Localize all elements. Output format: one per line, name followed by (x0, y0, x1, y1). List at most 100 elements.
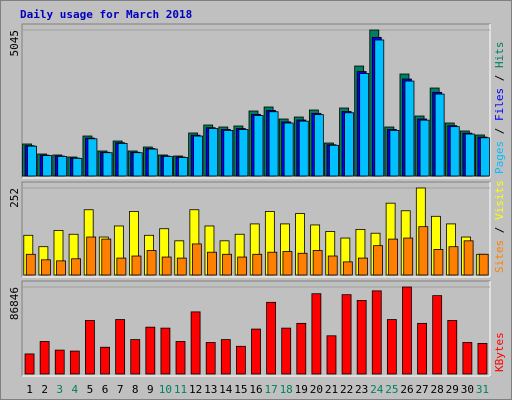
bar (193, 135, 204, 177)
bar (389, 130, 400, 177)
legend-separator: / (493, 68, 506, 88)
legend-separator: / (493, 220, 506, 240)
bar (480, 137, 490, 177)
bar (313, 114, 324, 177)
bar (101, 238, 112, 276)
x-tick-label: 24 (370, 383, 384, 396)
x-tick-label: 7 (117, 383, 124, 396)
bar (373, 245, 383, 276)
legend-entry: Visits (493, 180, 506, 220)
bar (281, 327, 292, 375)
bar (267, 251, 278, 276)
bar (237, 256, 248, 276)
x-tick-label: 27 (415, 383, 428, 396)
bar (25, 253, 36, 276)
bar (40, 259, 51, 276)
bar (39, 341, 50, 375)
bar (102, 152, 113, 177)
bar (386, 319, 397, 375)
bar (358, 257, 368, 276)
bar (462, 342, 473, 375)
x-tick-label: 30 (461, 383, 474, 396)
bar (419, 119, 430, 177)
bar (147, 148, 158, 177)
bar (266, 301, 276, 375)
legend-entry: KBytes (493, 332, 506, 372)
bar (56, 260, 66, 276)
bar (342, 261, 353, 276)
x-tick-label: 10 (159, 383, 172, 396)
x-tick-label: 12 (189, 383, 202, 396)
x-tick-label: 2 (41, 383, 48, 396)
x-tick-label: 22 (340, 383, 353, 396)
x-tick-label: 29 (446, 383, 459, 396)
bar (417, 322, 427, 375)
bar (223, 130, 234, 177)
bar (220, 339, 231, 375)
x-tick-label: 21 (325, 383, 338, 396)
y-tick-label: 86846 (8, 287, 21, 320)
bar (478, 253, 489, 276)
bar (344, 112, 354, 177)
legend-entry: Sites (493, 240, 506, 273)
bar (463, 240, 474, 276)
legend-entry: Hits (493, 42, 506, 69)
x-tick-label: 20 (310, 383, 323, 396)
bar (131, 255, 142, 276)
bar (448, 246, 459, 276)
bar (86, 236, 97, 276)
bar (27, 145, 37, 177)
x-tick-label: 26 (400, 383, 413, 396)
bar (208, 128, 219, 177)
bar (268, 111, 279, 177)
bar (100, 346, 110, 375)
bar (297, 252, 308, 276)
bar (418, 226, 429, 276)
bar (117, 143, 128, 177)
x-tick-label: 11 (174, 383, 187, 396)
bar (356, 300, 367, 375)
bar (207, 251, 217, 276)
bar (178, 157, 188, 177)
bar (175, 341, 186, 375)
legend: Sites / Visits (493, 180, 506, 273)
x-tick-label: 19 (295, 383, 308, 396)
x-tick-label: 1 (26, 383, 33, 396)
x-tick-label: 14 (219, 383, 233, 396)
x-tick-label: 3 (56, 383, 63, 396)
x-tick-label: 17 (264, 383, 277, 396)
bar (132, 152, 143, 177)
bar (176, 257, 187, 276)
bar (205, 342, 216, 375)
bar (447, 320, 458, 375)
bar (327, 255, 338, 276)
legend-entry: Pages (493, 141, 506, 174)
legend-separator: / (493, 121, 506, 141)
bar (312, 250, 323, 276)
x-tick-label: 6 (102, 383, 109, 396)
x-tick-label: 28 (431, 383, 444, 396)
bar (115, 319, 126, 375)
bar (87, 138, 98, 177)
bar (251, 328, 261, 375)
x-tick-label: 4 (72, 383, 79, 396)
bar (298, 120, 309, 177)
bar (402, 286, 412, 375)
x-tick-label: 31 (476, 383, 489, 396)
bar (116, 257, 127, 276)
bar (403, 237, 414, 276)
bar (432, 295, 443, 375)
bar (359, 73, 370, 177)
bar (69, 350, 80, 375)
bar (191, 243, 202, 276)
x-tick-label: 8 (132, 383, 139, 396)
bar (404, 80, 415, 177)
x-tick-label: 15 (234, 383, 247, 396)
bar (222, 253, 232, 276)
bar (433, 249, 444, 276)
bar (252, 253, 263, 276)
bar (329, 144, 339, 177)
bar (374, 39, 385, 177)
x-tick-label: 25 (385, 383, 398, 396)
